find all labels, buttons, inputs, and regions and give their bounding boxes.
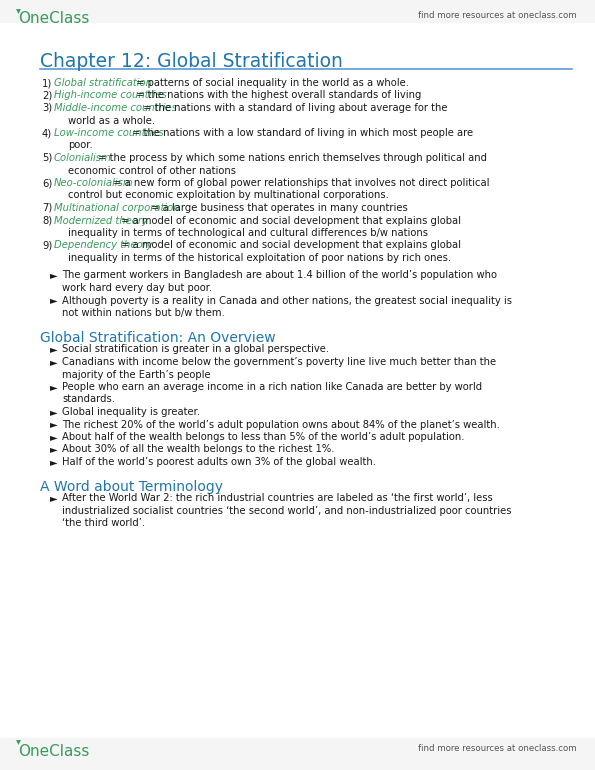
Text: Social stratification is greater in a global perspective.: Social stratification is greater in a gl… bbox=[62, 344, 329, 354]
Text: ►: ► bbox=[50, 444, 58, 454]
Text: 3): 3) bbox=[42, 103, 52, 113]
Text: = a model of economic and social development that explains global: = a model of economic and social develop… bbox=[118, 216, 461, 226]
Text: ►: ► bbox=[50, 407, 58, 417]
Text: Global stratification: Global stratification bbox=[54, 78, 152, 88]
Text: find more resources at oneclass.com: find more resources at oneclass.com bbox=[418, 744, 577, 753]
Text: Dependency theory: Dependency theory bbox=[54, 240, 153, 250]
Text: 8): 8) bbox=[42, 216, 52, 226]
Text: Canadians with income below the government’s poverty line live much better than : Canadians with income below the governme… bbox=[62, 357, 496, 367]
Text: = a new form of global power relationships that involves not direct political: = a new form of global power relationshi… bbox=[110, 178, 490, 188]
Text: majority of the Earth’s people: majority of the Earth’s people bbox=[62, 370, 211, 380]
Text: not within nations but b/w them.: not within nations but b/w them. bbox=[62, 308, 225, 318]
Text: ►: ► bbox=[50, 382, 58, 392]
Text: economic control of other nations: economic control of other nations bbox=[68, 166, 236, 176]
Text: inequality in terms of the historical exploitation of poor nations by rich ones.: inequality in terms of the historical ex… bbox=[68, 253, 451, 263]
Text: standards.: standards. bbox=[62, 394, 115, 404]
Text: = a large business that operates in many countries: = a large business that operates in many… bbox=[148, 203, 408, 213]
Text: = the nations with a low standard of living in which most people are: = the nations with a low standard of liv… bbox=[129, 128, 473, 138]
Text: People who earn an average income in a rich nation like Canada are better by wor: People who earn an average income in a r… bbox=[62, 382, 482, 392]
Text: = a model of economic and social development that explains global: = a model of economic and social develop… bbox=[118, 240, 461, 250]
Text: OneClass: OneClass bbox=[18, 744, 89, 759]
Text: High-income countries: High-income countries bbox=[54, 91, 167, 101]
Text: 5): 5) bbox=[42, 153, 52, 163]
Text: world as a whole.: world as a whole. bbox=[68, 116, 155, 126]
Text: Global inequality is greater.: Global inequality is greater. bbox=[62, 407, 200, 417]
Text: work hard every day but poor.: work hard every day but poor. bbox=[62, 283, 212, 293]
Text: A Word about Terminology: A Word about Terminology bbox=[40, 480, 223, 494]
Text: 6): 6) bbox=[42, 178, 52, 188]
Text: = patterns of social inequality in the world as a whole.: = patterns of social inequality in the w… bbox=[133, 78, 409, 88]
Text: 9): 9) bbox=[42, 240, 52, 250]
Text: Global Stratification: An Overview: Global Stratification: An Overview bbox=[40, 330, 275, 344]
Bar bbox=[0, 738, 595, 770]
Text: find more resources at oneclass.com: find more resources at oneclass.com bbox=[418, 11, 577, 20]
Text: Low-income countries: Low-income countries bbox=[54, 128, 164, 138]
Text: poor.: poor. bbox=[68, 140, 93, 150]
Text: Chapter 12: Global Stratification: Chapter 12: Global Stratification bbox=[40, 52, 343, 71]
Text: Modernized theory: Modernized theory bbox=[54, 216, 148, 226]
Text: = the nations with the highest overall standards of living: = the nations with the highest overall s… bbox=[133, 91, 421, 101]
Text: 4): 4) bbox=[42, 128, 52, 138]
Text: About 30% of all the wealth belongs to the richest 1%.: About 30% of all the wealth belongs to t… bbox=[62, 444, 334, 454]
Text: OneClass: OneClass bbox=[18, 11, 89, 26]
Text: control but economic exploitation by multinational corporations.: control but economic exploitation by mul… bbox=[68, 190, 389, 200]
Text: = the nations with a standard of living about average for the: = the nations with a standard of living … bbox=[140, 103, 447, 113]
Text: Half of the world’s poorest adults own 3% of the global wealth.: Half of the world’s poorest adults own 3… bbox=[62, 457, 376, 467]
Text: 2): 2) bbox=[42, 91, 52, 101]
Text: Middle-income countries: Middle-income countries bbox=[54, 103, 177, 113]
Text: industrialized socialist countries ‘the second world’, and non-industrialized po: industrialized socialist countries ‘the … bbox=[62, 506, 512, 516]
Text: Neo-colonialism: Neo-colonialism bbox=[54, 178, 134, 188]
Text: ‘the third world’.: ‘the third world’. bbox=[62, 518, 145, 528]
Text: Colonialism: Colonialism bbox=[54, 153, 112, 163]
Text: The garment workers in Bangladesh are about 1.4 billion of the world’s populatio: The garment workers in Bangladesh are ab… bbox=[62, 270, 497, 280]
Bar bbox=[0, 0, 595, 22]
Text: ►: ► bbox=[50, 344, 58, 354]
Text: Although poverty is a reality in Canada and other nations, the greatest social i: Although poverty is a reality in Canada … bbox=[62, 296, 512, 306]
Text: About half of the wealth belongs to less than 5% of the world’s adult population: About half of the wealth belongs to less… bbox=[62, 432, 465, 442]
Text: Multinational corporation: Multinational corporation bbox=[54, 203, 180, 213]
Text: The richest 20% of the world’s adult population owns about 84% of the planet’s w: The richest 20% of the world’s adult pop… bbox=[62, 420, 500, 430]
Text: ►: ► bbox=[50, 494, 58, 504]
Text: ►: ► bbox=[50, 420, 58, 430]
Text: inequality in terms of technological and cultural differences b/w nations: inequality in terms of technological and… bbox=[68, 228, 428, 238]
Text: ►: ► bbox=[50, 432, 58, 442]
Text: 7): 7) bbox=[42, 203, 52, 213]
Text: ►: ► bbox=[50, 357, 58, 367]
Text: After the World War 2: the rich industrial countries are labeled as ‘the first w: After the World War 2: the rich industri… bbox=[62, 494, 493, 504]
Text: 1): 1) bbox=[42, 78, 52, 88]
Text: ►: ► bbox=[50, 457, 58, 467]
Text: = the process by which some nations enrich themselves through political and: = the process by which some nations enri… bbox=[95, 153, 487, 163]
Text: ►: ► bbox=[50, 270, 58, 280]
Text: ►: ► bbox=[50, 296, 58, 306]
